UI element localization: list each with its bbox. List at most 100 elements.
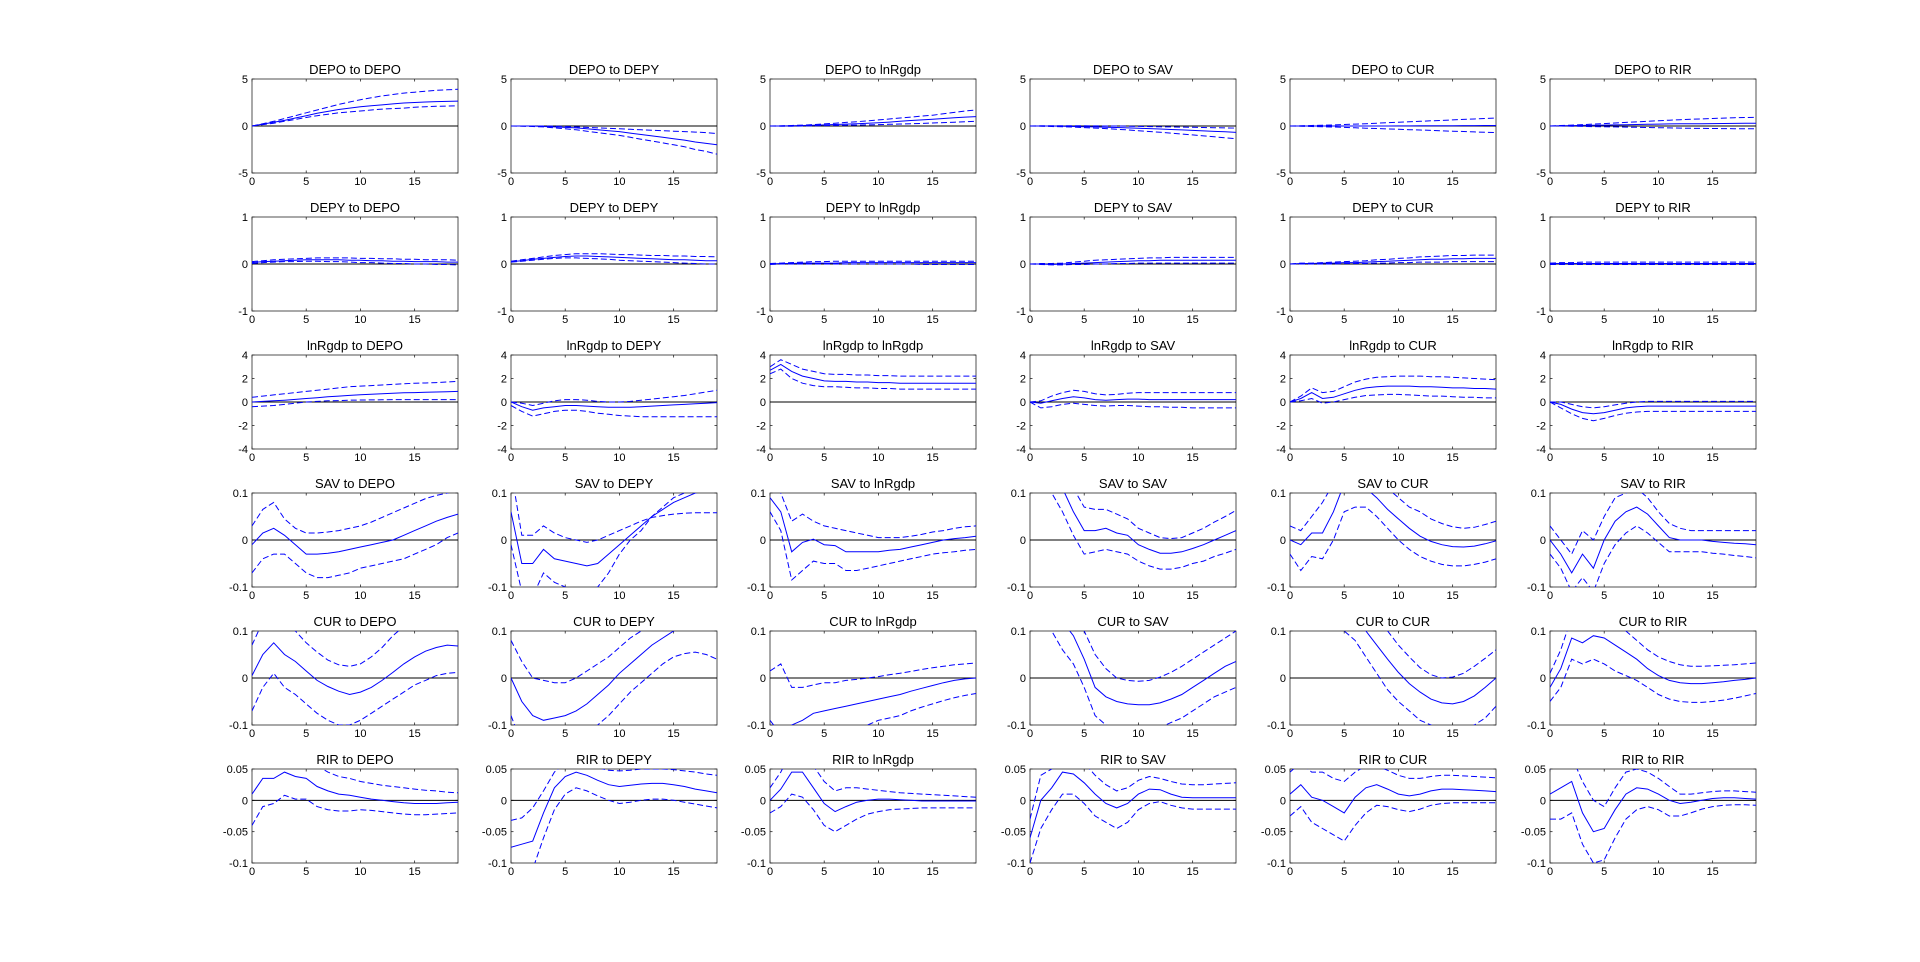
y-tick-label: 0	[760, 795, 766, 807]
confidence-band-line	[1550, 261, 1756, 264]
x-tick-label: 5	[1081, 590, 1087, 602]
confidence-band-line	[1030, 262, 1236, 266]
y-tick-label: -4	[1276, 444, 1286, 456]
x-tick-label: 5	[1081, 866, 1087, 878]
confidence-band-line	[770, 662, 976, 688]
y-tick-label: 1	[760, 212, 766, 224]
x-tick-label: 5	[1601, 866, 1607, 878]
x-tick-label: 0	[1287, 452, 1293, 464]
impulse-response-line	[1550, 635, 1756, 688]
y-tick-label: -1	[1016, 306, 1026, 318]
subplot-title: RIR to lnRgdp	[832, 752, 914, 767]
x-tick-label: 0	[1287, 314, 1293, 326]
confidence-band-line	[514, 493, 717, 543]
x-tick-label: 5	[821, 452, 827, 464]
confidence-band-line	[1386, 631, 1496, 679]
confidence-band-line	[1550, 401, 1756, 422]
x-tick-label: 15	[1187, 590, 1199, 602]
x-tick-label: 0	[1287, 728, 1293, 740]
y-tick-label: -2	[497, 421, 507, 433]
y-tick-label: -0.1	[488, 582, 507, 594]
confidence-band-line	[1030, 256, 1236, 265]
x-tick-label: 0	[508, 728, 514, 740]
subplot: RIR to DEPO 0 5 10 15 -0.1 -0.05 0 0.05	[223, 752, 459, 878]
confidence-band-line	[780, 493, 976, 539]
confidence-band-line	[770, 793, 976, 833]
confidence-band-line	[1550, 658, 1756, 703]
x-tick-label: 15	[1447, 176, 1459, 188]
confidence-band-line	[252, 399, 458, 408]
y-tick-label: 0.1	[751, 626, 766, 638]
series-group	[770, 493, 976, 581]
impulse-response-line	[1069, 631, 1236, 706]
impulse-response-line	[252, 513, 458, 555]
axes-box	[1549, 768, 1757, 864]
y-tick-label: -0.1	[229, 582, 248, 594]
x-tick-label: 15	[1187, 176, 1199, 188]
x-tick-label: 5	[1601, 452, 1607, 464]
subplot-title: DEPY to DEPY	[570, 200, 659, 215]
series-group	[1343, 631, 1496, 725]
x-tick-label: 10	[613, 728, 625, 740]
y-tick-label: -0.1	[1527, 582, 1546, 594]
subplot-title: lnRgdp to lnRgdp	[823, 338, 923, 353]
impulse-response-line	[1290, 125, 1496, 127]
y-tick-label: 0	[242, 795, 248, 807]
y-tick-label: -1	[1276, 306, 1286, 318]
y-tick-label: -5	[497, 168, 507, 180]
confidence-band-line	[1550, 116, 1756, 127]
y-tick-label: 5	[1540, 74, 1546, 86]
x-tick-label: 15	[1447, 866, 1459, 878]
y-tick-label: 4	[501, 350, 507, 362]
impulse-response-line	[511, 401, 717, 411]
y-tick-label: 0	[501, 397, 507, 409]
y-tick-label: -1	[238, 306, 248, 318]
confidence-band-line	[1550, 400, 1756, 409]
confidence-band-line	[1550, 125, 1756, 130]
subplot: RIR to CUR 0 5 10 15 -0.1 -0.05 0 0.05	[1261, 752, 1497, 878]
x-tick-label: 0	[1547, 176, 1553, 188]
impulse-response-line	[511, 125, 717, 146]
y-tick-label: 0.05	[227, 764, 248, 776]
series-group	[511, 631, 717, 725]
x-tick-label: 10	[354, 176, 366, 188]
y-tick-label: -2	[1276, 421, 1286, 433]
x-tick-label: 5	[821, 590, 827, 602]
y-tick-label: 1	[501, 212, 507, 224]
series-group	[1290, 254, 1496, 265]
series-group	[770, 359, 976, 390]
x-tick-label: 15	[409, 590, 421, 602]
confidence-band-line	[252, 671, 458, 725]
x-tick-label: 15	[409, 452, 421, 464]
series-group	[1290, 117, 1496, 134]
x-tick-label: 15	[927, 590, 939, 602]
y-tick-label: 0	[1540, 673, 1546, 685]
y-tick-label: -0.1	[1267, 858, 1286, 870]
y-tick-label: -0.05	[223, 827, 248, 839]
y-tick-label: 2	[1020, 374, 1026, 386]
confidence-band-line	[511, 257, 717, 265]
impulse-response-line	[1290, 493, 1496, 548]
confidence-band-line	[1290, 802, 1496, 842]
y-tick-label: -4	[497, 444, 507, 456]
series-group	[1030, 769, 1236, 863]
confidence-band-line	[1290, 375, 1496, 403]
impulse-response-line	[511, 255, 717, 263]
subplot-title: SAV to lnRgdp	[831, 476, 915, 491]
x-tick-label: 5	[1601, 728, 1607, 740]
y-tick-label: -0.1	[1267, 720, 1286, 732]
y-tick-label: 0.05	[486, 764, 507, 776]
x-tick-label: 10	[1132, 590, 1144, 602]
y-tick-label: -4	[1536, 444, 1546, 456]
confidence-band-line	[770, 263, 976, 265]
x-tick-label: 0	[249, 176, 255, 188]
subplot-title: DEPO to RIR	[1614, 62, 1691, 77]
